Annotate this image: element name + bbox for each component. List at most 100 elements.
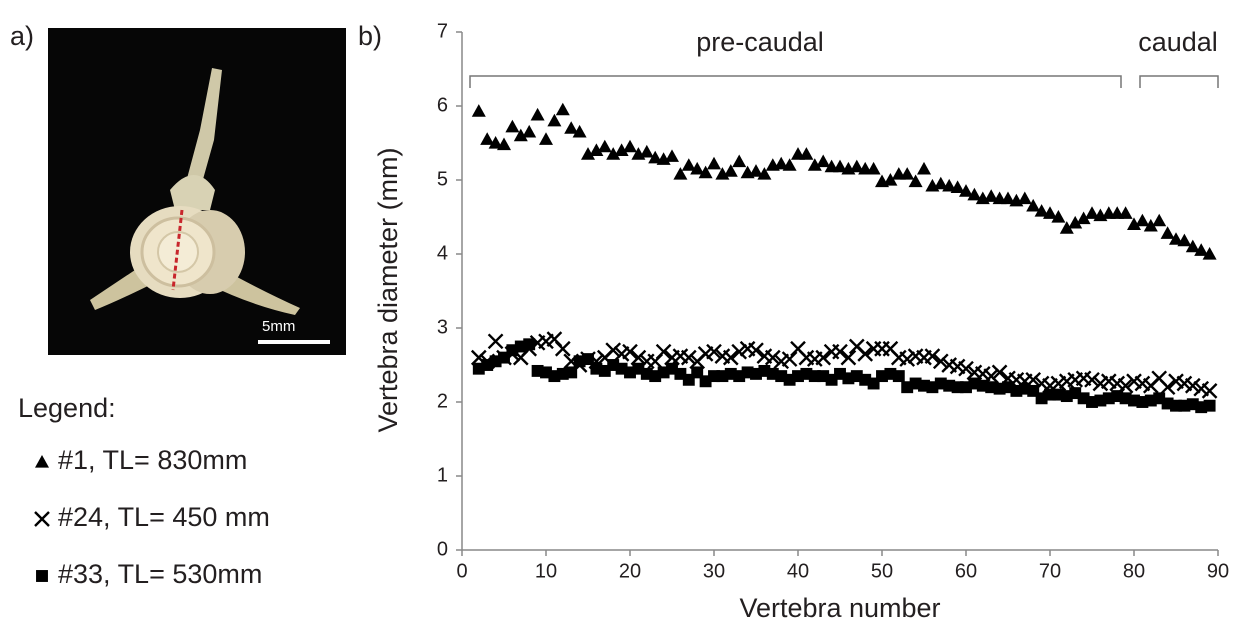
x-marker (630, 349, 647, 366)
triangle-marker (539, 132, 553, 145)
x-tick-label: 20 (619, 560, 641, 582)
square-marker (1178, 399, 1191, 412)
x-tick-label: 50 (871, 560, 893, 582)
triangle-marker (933, 176, 948, 190)
y-tick-label: 4 (437, 242, 448, 264)
square-marker (523, 338, 536, 351)
triangle-marker (707, 156, 721, 170)
square-marker (1128, 394, 1140, 407)
square-marker (951, 381, 964, 394)
triangle-marker (1118, 206, 1133, 219)
square-marker (649, 370, 662, 383)
square-marker (699, 375, 712, 388)
x-marker (764, 349, 781, 366)
square-marker (825, 373, 838, 386)
triangle-marker (690, 161, 705, 175)
square-marker (506, 344, 519, 357)
triangle-marker (1127, 217, 1141, 230)
square-marker (1018, 382, 1031, 395)
triangle-marker (623, 139, 637, 153)
bracket (469, 75, 1122, 88)
triangle-marker (849, 159, 864, 173)
y-axis-label: Vertebra diameter (mm) (373, 147, 403, 432)
square-marker (960, 381, 972, 394)
triangle-marker (614, 143, 629, 156)
triangle-marker (1152, 213, 1167, 227)
triangle-marker (959, 184, 973, 197)
square-marker (565, 366, 578, 379)
legend-marker (34, 511, 50, 527)
triangle-marker (572, 124, 587, 138)
square-marker (918, 379, 930, 392)
x-tick-label: 90 (1207, 560, 1229, 582)
triangle-marker (673, 167, 688, 180)
square-marker (1077, 392, 1090, 405)
triangle-marker (1194, 243, 1209, 256)
square-marker (1203, 399, 1216, 412)
triangle-marker (799, 147, 814, 160)
triangle-marker (698, 165, 713, 179)
square-marker (876, 370, 888, 383)
square-marker (1027, 384, 1040, 397)
square-marker (775, 370, 788, 383)
y-tick-label: 0 (437, 538, 448, 560)
x-tick-label: 40 (787, 560, 809, 582)
square-marker (1002, 381, 1014, 394)
square-marker (758, 364, 771, 377)
square-marker (1136, 396, 1149, 408)
triangle-marker (984, 189, 999, 202)
x-marker (680, 349, 697, 366)
legend-label: #1, TL= 830mm (58, 445, 247, 475)
x-marker (857, 346, 874, 362)
square-marker (808, 370, 821, 383)
square-marker (1044, 388, 1056, 401)
triangle-marker (606, 147, 621, 160)
annotation: pre-caudal (696, 27, 824, 57)
scale-bar-label: 5mm (262, 318, 295, 335)
triangle-marker (497, 137, 511, 151)
square-marker (976, 379, 989, 392)
square-marker (968, 377, 981, 390)
square-marker (1060, 390, 1073, 403)
x-marker (815, 349, 832, 366)
square-marker (598, 364, 611, 377)
triangle-marker (1026, 198, 1041, 212)
triangle-marker (1076, 211, 1091, 225)
triangle-marker (1085, 206, 1099, 219)
x-marker (605, 342, 622, 359)
triangle-marker (564, 121, 579, 134)
x-marker (832, 343, 848, 360)
square-marker (691, 366, 704, 379)
legend-title: Legend: (18, 393, 116, 423)
square-marker (1052, 388, 1065, 401)
triangle-marker (774, 156, 789, 170)
square-marker (624, 366, 636, 379)
triangle-marker (816, 154, 831, 168)
square-marker (792, 370, 804, 383)
triangle-marker (505, 119, 520, 133)
square-marker (859, 373, 872, 386)
square-marker (842, 372, 855, 385)
triangle-marker (1068, 215, 1083, 229)
square-marker (1195, 401, 1208, 414)
triangle-marker (900, 167, 915, 180)
triangle-marker (807, 158, 822, 171)
triangle-marker (1051, 210, 1066, 223)
triangle-marker (522, 124, 537, 138)
square-marker (901, 381, 914, 394)
square-marker (985, 381, 998, 394)
square-marker (1144, 394, 1157, 407)
annotation: caudal (1138, 27, 1218, 57)
triangle-marker (1160, 226, 1175, 239)
triangle-marker (883, 173, 898, 186)
triangle-marker (471, 104, 486, 117)
triangle-marker (950, 180, 965, 193)
x-marker (1084, 371, 1100, 388)
square-marker (892, 370, 905, 383)
x-axis-label: Vertebra number (739, 593, 940, 623)
x-marker (1201, 383, 1218, 399)
square-marker (1170, 399, 1182, 412)
square-marker (741, 366, 754, 379)
triangle-marker (782, 158, 797, 171)
